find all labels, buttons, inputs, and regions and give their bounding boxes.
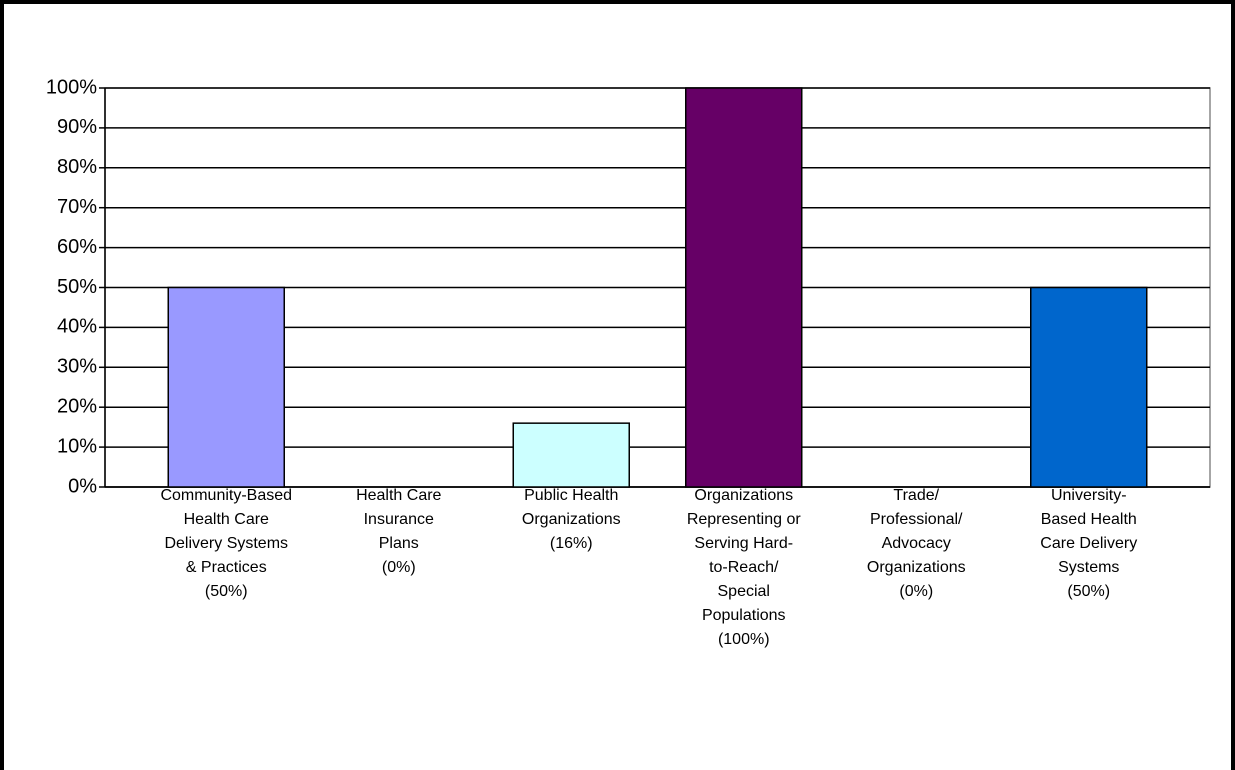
x-tick-label: Delivery Systems xyxy=(164,535,288,552)
x-tick-label: (50%) xyxy=(205,583,248,600)
x-tick-label: (0%) xyxy=(382,559,416,576)
x-tick-label: Health Care xyxy=(356,487,441,504)
x-tick-label: (0%) xyxy=(899,583,933,600)
x-tick-label: Populations xyxy=(702,607,786,624)
y-tick-label: 50% xyxy=(57,276,97,298)
x-tick-label: Organizations xyxy=(867,559,966,576)
y-tick-label: 70% xyxy=(57,196,97,218)
y-tick-label: 40% xyxy=(57,316,97,338)
x-tick-label: Care Delivery xyxy=(1040,535,1137,552)
x-tick-label: Serving Hard- xyxy=(694,535,793,552)
x-tick-label: & Practices xyxy=(186,559,267,576)
y-tick-label: 10% xyxy=(57,435,97,457)
y-tick-label: 30% xyxy=(57,356,97,378)
y-tick-label: 100% xyxy=(46,76,97,98)
y-tick-label: 90% xyxy=(57,116,97,138)
x-tick-label: Systems xyxy=(1058,559,1119,576)
x-tick-label: University- xyxy=(1051,487,1127,504)
x-tick-label: Advocacy xyxy=(882,535,951,552)
bar xyxy=(685,87,803,488)
y-tick-label: 20% xyxy=(57,395,97,417)
bar xyxy=(1030,286,1148,488)
x-tick-label: Community-Based xyxy=(160,487,292,504)
x-tick-label: (16%) xyxy=(550,535,593,552)
bar xyxy=(512,422,630,488)
x-tick-label: to-Reach/ xyxy=(709,559,779,576)
y-tick-label: 0% xyxy=(68,475,97,497)
x-tick-label: Professional/ xyxy=(870,511,963,528)
x-tick-label: Special xyxy=(718,583,770,600)
x-tick-label: Health Care xyxy=(184,511,269,528)
x-tick-label: Trade/ xyxy=(893,487,939,504)
x-tick-label: Based Health xyxy=(1041,511,1137,528)
x-tick-label: Organizations xyxy=(694,487,793,504)
x-tick-label: (100%) xyxy=(718,631,770,648)
x-tick-label: (50%) xyxy=(1067,583,1110,600)
x-tick-label: Organizations xyxy=(522,511,621,528)
x-tick-label: Plans xyxy=(379,535,419,552)
x-tick-label: Representing or xyxy=(687,511,802,528)
y-tick-label: 80% xyxy=(57,156,97,178)
x-tick-label: Public Health xyxy=(524,487,618,504)
x-tick-label: Insurance xyxy=(364,511,434,528)
y-tick-label: 60% xyxy=(57,236,97,258)
bar xyxy=(167,286,285,488)
